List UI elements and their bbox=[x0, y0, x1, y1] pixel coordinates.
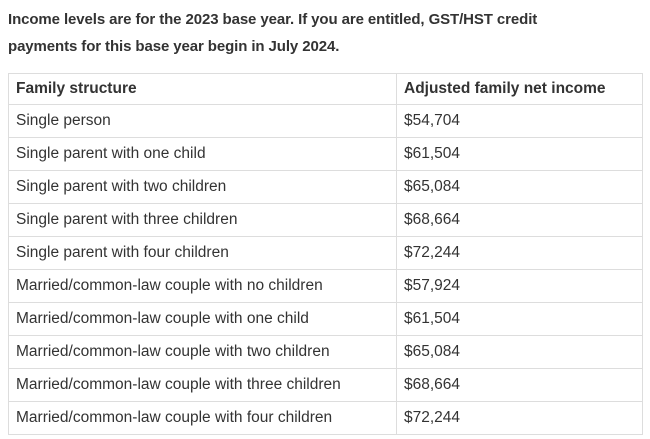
income-levels-table: Family structure Adjusted family net inc… bbox=[8, 73, 643, 435]
family-structure-cell: Married/common-law couple with one child bbox=[8, 302, 397, 336]
table-row: Married/common-law couple with three chi… bbox=[8, 368, 643, 402]
table-row: Single person $54,704 bbox=[8, 104, 643, 138]
intro-text: Income levels are for the 2023 base year… bbox=[8, 11, 538, 55]
table-row: Single parent with one child $61,504 bbox=[8, 137, 643, 171]
family-structure-cell: Single parent with one child bbox=[8, 137, 397, 171]
table-row: Single parent with three children $68,664 bbox=[8, 203, 643, 237]
adjusted-family-net-income-cell: $65,084 bbox=[396, 335, 643, 369]
adjusted-family-net-income-cell: $61,504 bbox=[396, 302, 643, 336]
adjusted-family-net-income-cell: $72,244 bbox=[396, 401, 643, 435]
column-header-family-structure: Family structure bbox=[8, 73, 397, 105]
table-body: Single person $54,704 Single parent with o… bbox=[8, 104, 643, 435]
adjusted-family-net-income-cell: $68,664 bbox=[396, 203, 643, 237]
family-structure-cell: Married/common-law couple with four chil… bbox=[8, 401, 397, 435]
family-structure-cell: Single person bbox=[8, 104, 397, 138]
adjusted-family-net-income-cell: $72,244 bbox=[396, 236, 643, 270]
table-header-row: Family structure Adjusted family net inc… bbox=[8, 73, 643, 105]
family-structure-cell: Married/common-law couple with three chi… bbox=[8, 368, 397, 402]
table-row: Married/common-law couple with one child… bbox=[8, 302, 643, 336]
adjusted-family-net-income-cell: $61,504 bbox=[396, 137, 643, 171]
table-row: Single parent with four children $72,244 bbox=[8, 236, 643, 270]
family-structure-cell: Single parent with four children bbox=[8, 236, 397, 270]
table-row: Married/common-law couple with four chil… bbox=[8, 401, 643, 435]
table-row: Married/common-law couple with two child… bbox=[8, 335, 643, 369]
adjusted-family-net-income-cell: $57,924 bbox=[396, 269, 643, 303]
column-header-adjusted-family-net-income: Adjusted family net income bbox=[396, 73, 643, 105]
adjusted-family-net-income-cell: $68,664 bbox=[396, 368, 643, 402]
table-row: Single parent with two children $65,084 bbox=[8, 170, 643, 204]
family-structure-cell: Married/common-law couple with no childr… bbox=[8, 269, 397, 303]
family-structure-cell: Single parent with three children bbox=[8, 203, 397, 237]
adjusted-family-net-income-cell: $65,084 bbox=[396, 170, 643, 204]
adjusted-family-net-income-cell: $54,704 bbox=[396, 104, 643, 138]
family-structure-cell: Single parent with two children bbox=[8, 170, 397, 204]
family-structure-cell: Married/common-law couple with two child… bbox=[8, 335, 397, 369]
table-row: Married/common-law couple with no childr… bbox=[8, 269, 643, 303]
